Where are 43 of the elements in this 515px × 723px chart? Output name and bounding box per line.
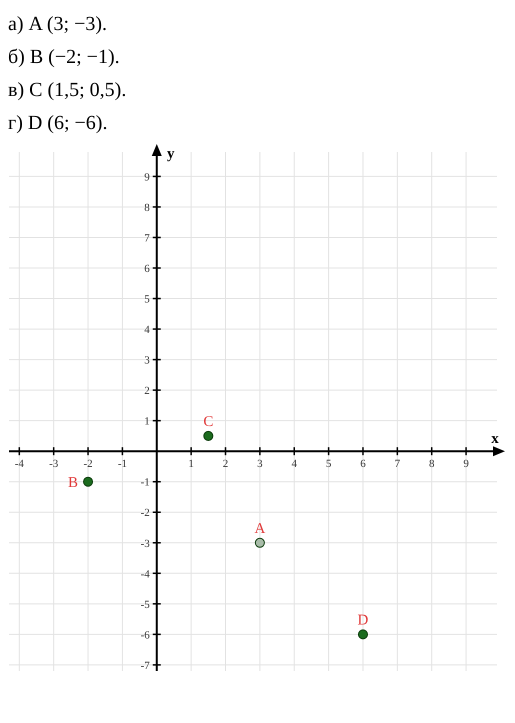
y-tick-label: 3	[144, 354, 150, 367]
x-tick-label: 2	[222, 458, 228, 470]
x-tick-label: -2	[83, 458, 93, 470]
y-tick-label: 7	[144, 232, 150, 244]
x-tick-label: 4	[291, 458, 298, 470]
annotation: A	[254, 520, 266, 537]
x-tick-label: 8	[428, 458, 435, 470]
text: а) A (3; −3).	[8, 12, 108, 37]
x-tick-label: 5	[326, 458, 332, 470]
x-tick-label: -1	[118, 458, 127, 470]
y-tick-label: -3	[140, 538, 150, 550]
point	[358, 629, 368, 640]
y-tick-label: 5	[144, 294, 150, 306]
y-tick-label: 9	[144, 171, 150, 184]
annotation: C	[203, 414, 214, 430]
y-tick-label: 8	[144, 202, 150, 214]
x-tick-label: 6	[360, 458, 366, 470]
y-axis-title: y	[167, 146, 176, 162]
y-tick-label: -7	[140, 660, 150, 672]
x-tick-label: 3	[257, 458, 264, 470]
y-tick-label: 6	[144, 263, 150, 276]
y-tick-label: -6	[140, 629, 150, 642]
y-tick-label: -5	[140, 598, 150, 611]
annotation: B	[68, 475, 78, 492]
x-tick-label: -3	[49, 458, 59, 470]
x-tick-label: 7	[394, 458, 401, 470]
x-tick-label: -4	[14, 458, 24, 470]
x-tick-label: 1	[188, 458, 194, 470]
y-tick-label: -4	[140, 568, 150, 580]
x-tick-label: 9	[463, 458, 470, 470]
y-tick-label: -2	[140, 507, 150, 520]
y-tick-label: 2	[144, 385, 150, 398]
point	[254, 538, 265, 548]
y-tick-label: -1	[140, 476, 150, 489]
y-tick-label: 1	[144, 416, 150, 428]
point	[83, 476, 94, 487]
text: в) C (1,5; 0,5).	[8, 78, 128, 103]
annotation: D	[358, 612, 369, 628]
text: г) D (6; −6).	[8, 111, 108, 136]
text: б) B (−2; −1).	[8, 45, 121, 70]
y-tick-label: 4	[144, 324, 150, 336]
x-axis-title: x	[491, 431, 500, 448]
point	[203, 430, 214, 441]
